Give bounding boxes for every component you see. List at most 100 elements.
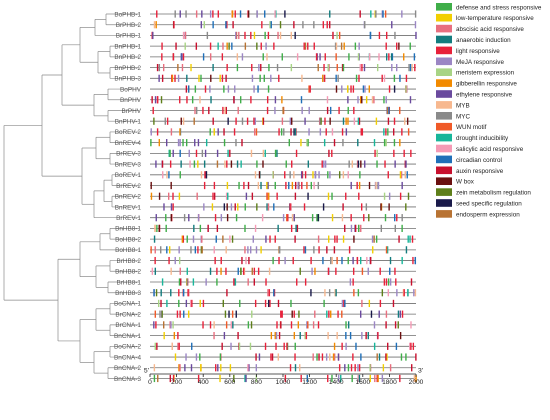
cis-element-mark [405, 74, 408, 82]
cis-element-mark [232, 21, 234, 29]
cis-element-mark [216, 224, 219, 232]
cis-element-mark [205, 139, 208, 147]
cis-element-mark [280, 128, 283, 136]
cis-element-mark [249, 342, 252, 350]
cis-element-mark [202, 106, 204, 115]
cis-element-mark [181, 64, 184, 72]
cis-element-mark [269, 21, 271, 29]
cis-element-mark [244, 246, 246, 254]
cis-element-mark [165, 214, 167, 222]
cis-element-mark [216, 149, 219, 157]
cis-element-mark [386, 353, 388, 361]
cis-element-mark [281, 53, 283, 61]
cis-element-mark [382, 10, 384, 18]
cis-element-mark [381, 10, 384, 18]
x-tick-label: 1600 [355, 379, 370, 386]
cis-element-mark [308, 106, 310, 115]
cis-element-mark [151, 96, 153, 104]
cis-element-mark [259, 74, 261, 82]
cis-element-mark [234, 203, 236, 211]
cis-element-mark [213, 192, 216, 200]
cis-element-mark [202, 321, 204, 329]
cis-element-mark [153, 364, 156, 372]
cis-element-mark [300, 96, 303, 104]
cis-element-mark [227, 192, 229, 200]
cis-element-mark [226, 21, 228, 29]
cis-element-mark [290, 203, 292, 211]
cis-element-mark [388, 106, 390, 115]
cis-element-mark [274, 181, 276, 190]
cis-element-mark [353, 235, 355, 243]
cis-element-mark [170, 214, 172, 222]
cis-element-mark [322, 256, 324, 265]
cis-element-mark [303, 203, 306, 211]
cis-element-mark [345, 332, 347, 340]
cis-element-mark [232, 321, 234, 329]
cis-element-mark [306, 139, 308, 147]
cis-element-mark [410, 321, 412, 329]
legend-swatch [436, 101, 452, 109]
cis-element-mark [200, 74, 202, 82]
cis-element-mark [327, 171, 329, 179]
cis-element-mark [238, 342, 241, 350]
cis-element-mark [347, 96, 349, 104]
cis-element-mark [193, 160, 196, 168]
cis-element-mark [345, 117, 347, 125]
cis-element-mark [166, 299, 168, 308]
cis-element-mark [407, 192, 410, 200]
cis-element-mark [304, 246, 307, 254]
legend-label: MYB [456, 102, 470, 109]
cis-element-mark [331, 214, 334, 222]
cis-element-mark [322, 203, 325, 211]
cis-element-mark [383, 192, 386, 200]
cis-element-mark [184, 31, 187, 40]
cis-element-mark [272, 256, 274, 265]
cis-element-mark [155, 21, 157, 29]
cis-element-mark [179, 171, 181, 179]
cis-element-mark [250, 96, 252, 104]
x-tick-label: 200 [171, 379, 182, 386]
cis-element-mark [194, 246, 197, 254]
cis-element-mark [350, 85, 352, 93]
cis-element-mark [401, 310, 404, 318]
cis-element-mark [178, 192, 181, 200]
gene-label: BoHB8-2 [115, 236, 141, 243]
cis-element-mark [331, 374, 333, 383]
cis-element-mark [321, 353, 324, 361]
cis-element-mark [163, 321, 165, 329]
cis-element-mark [177, 332, 179, 340]
legend-label: light responsive [456, 48, 500, 55]
cis-element-mark [290, 128, 292, 136]
cis-element-mark [244, 224, 246, 232]
cis-element-mark [413, 374, 416, 383]
cis-element-mark [181, 53, 183, 61]
cis-element-mark [251, 64, 253, 72]
cis-element-mark [182, 235, 185, 243]
cis-element-mark [290, 321, 293, 329]
cis-element-mark [224, 106, 226, 115]
three-prime-label: 3' [418, 368, 423, 375]
legend-label: anaerobic induction [456, 37, 511, 44]
cis-element-mark [383, 96, 385, 104]
cis-element-mark [158, 74, 160, 82]
cis-element-mark [391, 21, 393, 29]
cis-element-mark [411, 364, 413, 372]
cis-element-mark [190, 364, 193, 372]
cis-element-mark [192, 235, 195, 243]
cis-element-mark [415, 374, 417, 383]
cis-element-mark [316, 214, 318, 222]
cis-element-mark [270, 332, 273, 340]
cis-element-mark [209, 267, 212, 275]
legend-label: zein metabolism regulation [456, 190, 531, 197]
cis-element-mark [291, 117, 293, 125]
cis-element-mark [244, 203, 246, 211]
cis-element-mark [288, 139, 291, 147]
cis-element-mark [250, 321, 253, 329]
gene-label: BnPHB-2 [114, 65, 141, 72]
cis-element-mark [179, 10, 181, 18]
cis-element-mark [373, 139, 376, 147]
cis-element-mark [251, 74, 254, 82]
cis-element-mark [383, 74, 386, 82]
cis-element-mark [303, 246, 305, 254]
cis-element-mark [187, 85, 190, 93]
